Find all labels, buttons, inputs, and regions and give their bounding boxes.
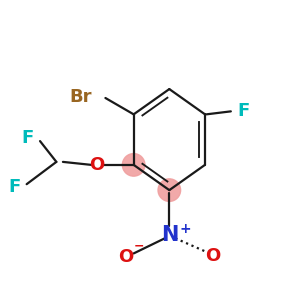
- Text: O: O: [205, 247, 220, 265]
- Circle shape: [122, 154, 145, 176]
- Text: F: F: [238, 102, 250, 120]
- Text: N: N: [160, 225, 178, 245]
- Text: +: +: [180, 222, 191, 236]
- Text: −: −: [134, 239, 144, 252]
- Text: Br: Br: [70, 88, 92, 106]
- Circle shape: [158, 179, 181, 201]
- Text: O: O: [89, 156, 104, 174]
- Text: F: F: [8, 178, 21, 196]
- Text: O: O: [118, 248, 134, 266]
- Text: F: F: [22, 129, 34, 147]
